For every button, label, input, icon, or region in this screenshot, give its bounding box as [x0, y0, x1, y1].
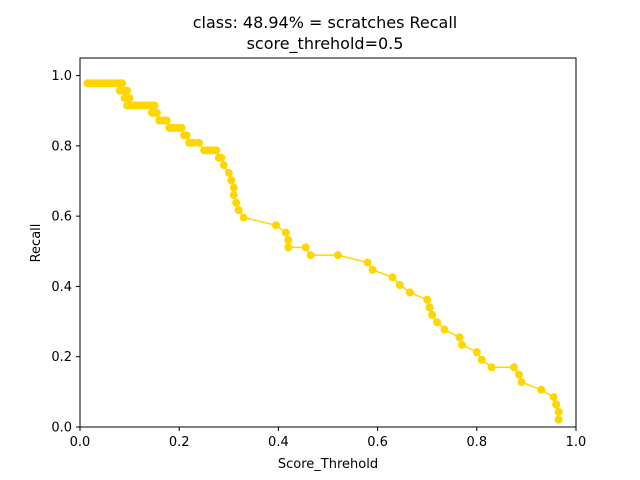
data-point: [517, 378, 526, 387]
data-point: [514, 370, 523, 379]
data-point: [487, 363, 496, 372]
data-point: [388, 273, 397, 282]
data-point: [123, 86, 132, 95]
data-point: [301, 243, 310, 252]
x-tick-label: 0.6: [367, 435, 388, 450]
y-axis-label: Recall: [29, 224, 44, 263]
data-point: [549, 393, 558, 402]
x-tick-label: 0.0: [70, 435, 91, 450]
data-point: [363, 258, 372, 267]
data-point: [234, 206, 243, 215]
data-point: [177, 123, 186, 132]
x-axis-label: Score_Threhold: [278, 457, 378, 472]
y-tick-label: 0.0: [51, 421, 72, 436]
data-point: [182, 131, 191, 140]
data-point: [537, 385, 546, 394]
data-point: [455, 333, 464, 342]
data-point: [554, 407, 563, 416]
data-point: [284, 243, 293, 252]
y-tick-label: 0.6: [51, 210, 72, 225]
data-point: [150, 101, 159, 110]
plot-area: [83, 79, 563, 424]
data-point: [224, 168, 233, 177]
y-tick-label: 1.0: [51, 69, 72, 84]
y-tick-label: 0.8: [51, 139, 72, 154]
y-axis-ticks: 0.0 0.2 0.4 0.6 0.8 1.0: [51, 69, 80, 436]
data-point: [239, 213, 248, 222]
x-tick-label: 0.2: [169, 435, 190, 450]
data-point: [368, 265, 377, 274]
data-point: [554, 415, 563, 424]
data-point: [271, 221, 280, 230]
x-tick-label: 1.0: [566, 435, 587, 450]
data-point: [118, 79, 127, 88]
data-point: [433, 318, 442, 327]
y-tick-label: 0.4: [51, 280, 72, 295]
data-point: [428, 310, 437, 319]
data-point: [281, 228, 290, 237]
data-point: [477, 355, 486, 364]
data-point: [284, 236, 293, 245]
chart-title-line2: score_threhold=0.5: [247, 34, 404, 54]
data-point: [395, 281, 404, 290]
chart-title-line1: class: 48.94% = scratches Recall: [193, 13, 458, 32]
data-point: [195, 138, 204, 147]
data-point: [227, 176, 236, 185]
x-axis-ticks: 0.0 0.2 0.4 0.6 0.8 1.0: [70, 427, 587, 450]
x-tick-label: 0.8: [466, 435, 487, 450]
data-point: [152, 108, 161, 117]
data-point: [457, 340, 466, 349]
data-point: [229, 183, 238, 192]
data-point: [423, 295, 432, 304]
data-point: [217, 153, 226, 162]
data-point: [219, 161, 228, 170]
data-point: [125, 94, 134, 103]
data-point: [510, 363, 518, 372]
data-point: [306, 251, 315, 260]
y-tick-label: 0.2: [51, 350, 72, 365]
data-point: [229, 191, 238, 200]
data-point: [405, 288, 414, 297]
data-point: [232, 198, 241, 207]
data-point: [472, 348, 481, 357]
data-point: [162, 116, 171, 125]
data-point: [440, 325, 449, 334]
x-tick-label: 0.4: [268, 435, 289, 450]
data-point: [425, 303, 434, 312]
data-point: [212, 146, 221, 155]
data-point: [333, 251, 342, 260]
data-point: [552, 400, 561, 409]
axes-frame: [79, 57, 577, 428]
